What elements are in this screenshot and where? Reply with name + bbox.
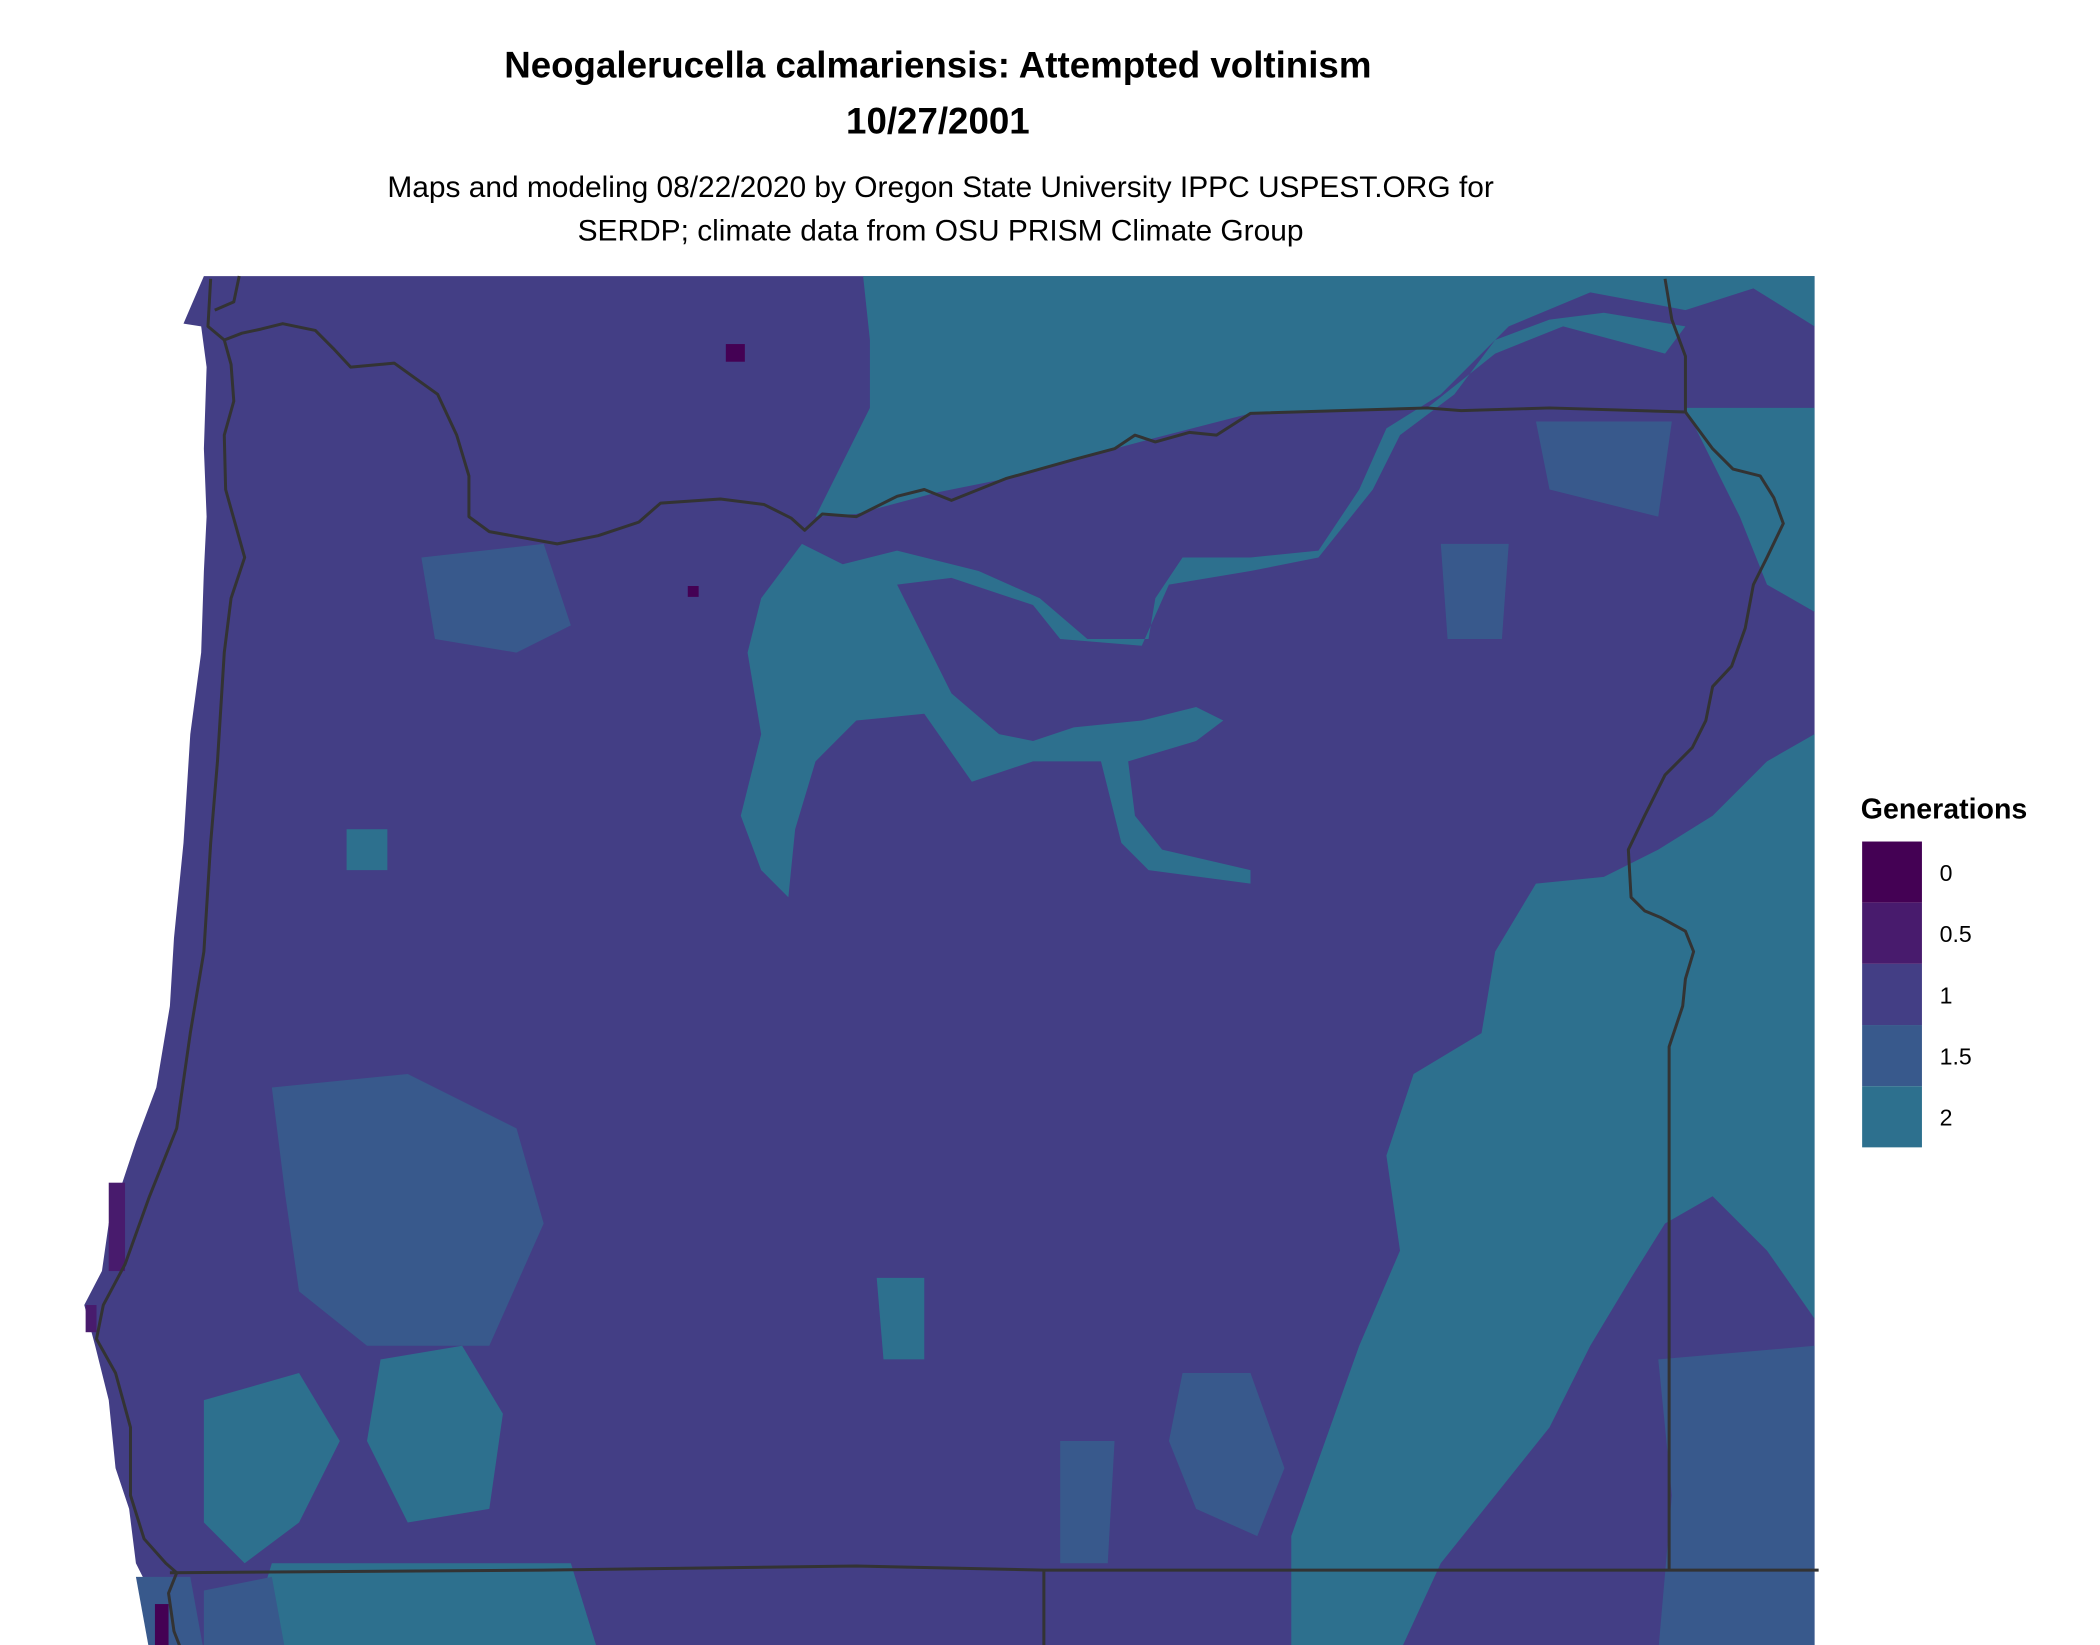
legend-swatch-0.5 [1862,902,1922,964]
border-line [206,278,1785,1571]
region-value-2 [876,1277,925,1360]
region-value-1.5 [271,1073,544,1346]
legend-swatch-1 [1862,963,1922,1026]
region-value-0 [154,1604,169,1645]
legend-swatch-0 [1862,841,1922,903]
map-date: 10/27/2001 [846,100,1030,141]
region-value-0.5 [108,1182,126,1272]
legend: Generations 0 0.5 1 1.5 2 [1861,793,2027,1148]
border-line [1663,278,1687,413]
region-value-1.5 [203,1576,285,1645]
legend-label: 1.5 [1940,1043,1972,1069]
region-value-2 [246,1563,597,1645]
legend-label: 1 [1940,982,1953,1008]
region-value-1.5 [1060,1440,1115,1564]
map-subtitle-line2: SERDP; climate data from OSU PRISM Clima… [578,215,1304,248]
region-value-1.5 [135,1576,203,1645]
region-value-2 [740,276,1815,898]
legend-title: Generations [1861,793,2027,825]
region-value-1.5 [421,543,571,653]
region-value-2 [1291,734,1815,1645]
map-subtitle-line1: Maps and modeling 08/22/2020 by Oregon S… [387,171,1494,204]
border-line [95,339,247,1645]
region-value-1.5 [1535,421,1672,517]
cell-value-0 [687,585,699,597]
border-line [214,275,241,312]
region-value-0.5 [85,1305,97,1333]
border-line [169,1564,1819,1575]
state-borders [95,275,1819,1645]
raster-map [84,276,1815,1645]
legend-label: 2 [1940,1105,1953,1131]
region-value-2 [366,1345,503,1523]
legend-swatch-1.5 [1862,1025,1922,1087]
legend-label: 0.5 [1940,921,1972,947]
region-value-1.5 [1440,543,1509,640]
region-value-1.5 [1658,1345,1815,1645]
cell-value-0 [725,344,745,362]
map-title: Neogalerucella calmariensis: Attempted v… [504,45,1371,86]
region-value-2 [346,829,388,871]
region-value-2 [1685,407,1815,612]
region-value-1.5 [1168,1372,1285,1537]
legend-label: 0 [1940,860,1953,886]
legend-swatch-2 [1862,1086,1922,1148]
region-value-2 [203,1372,340,1564]
